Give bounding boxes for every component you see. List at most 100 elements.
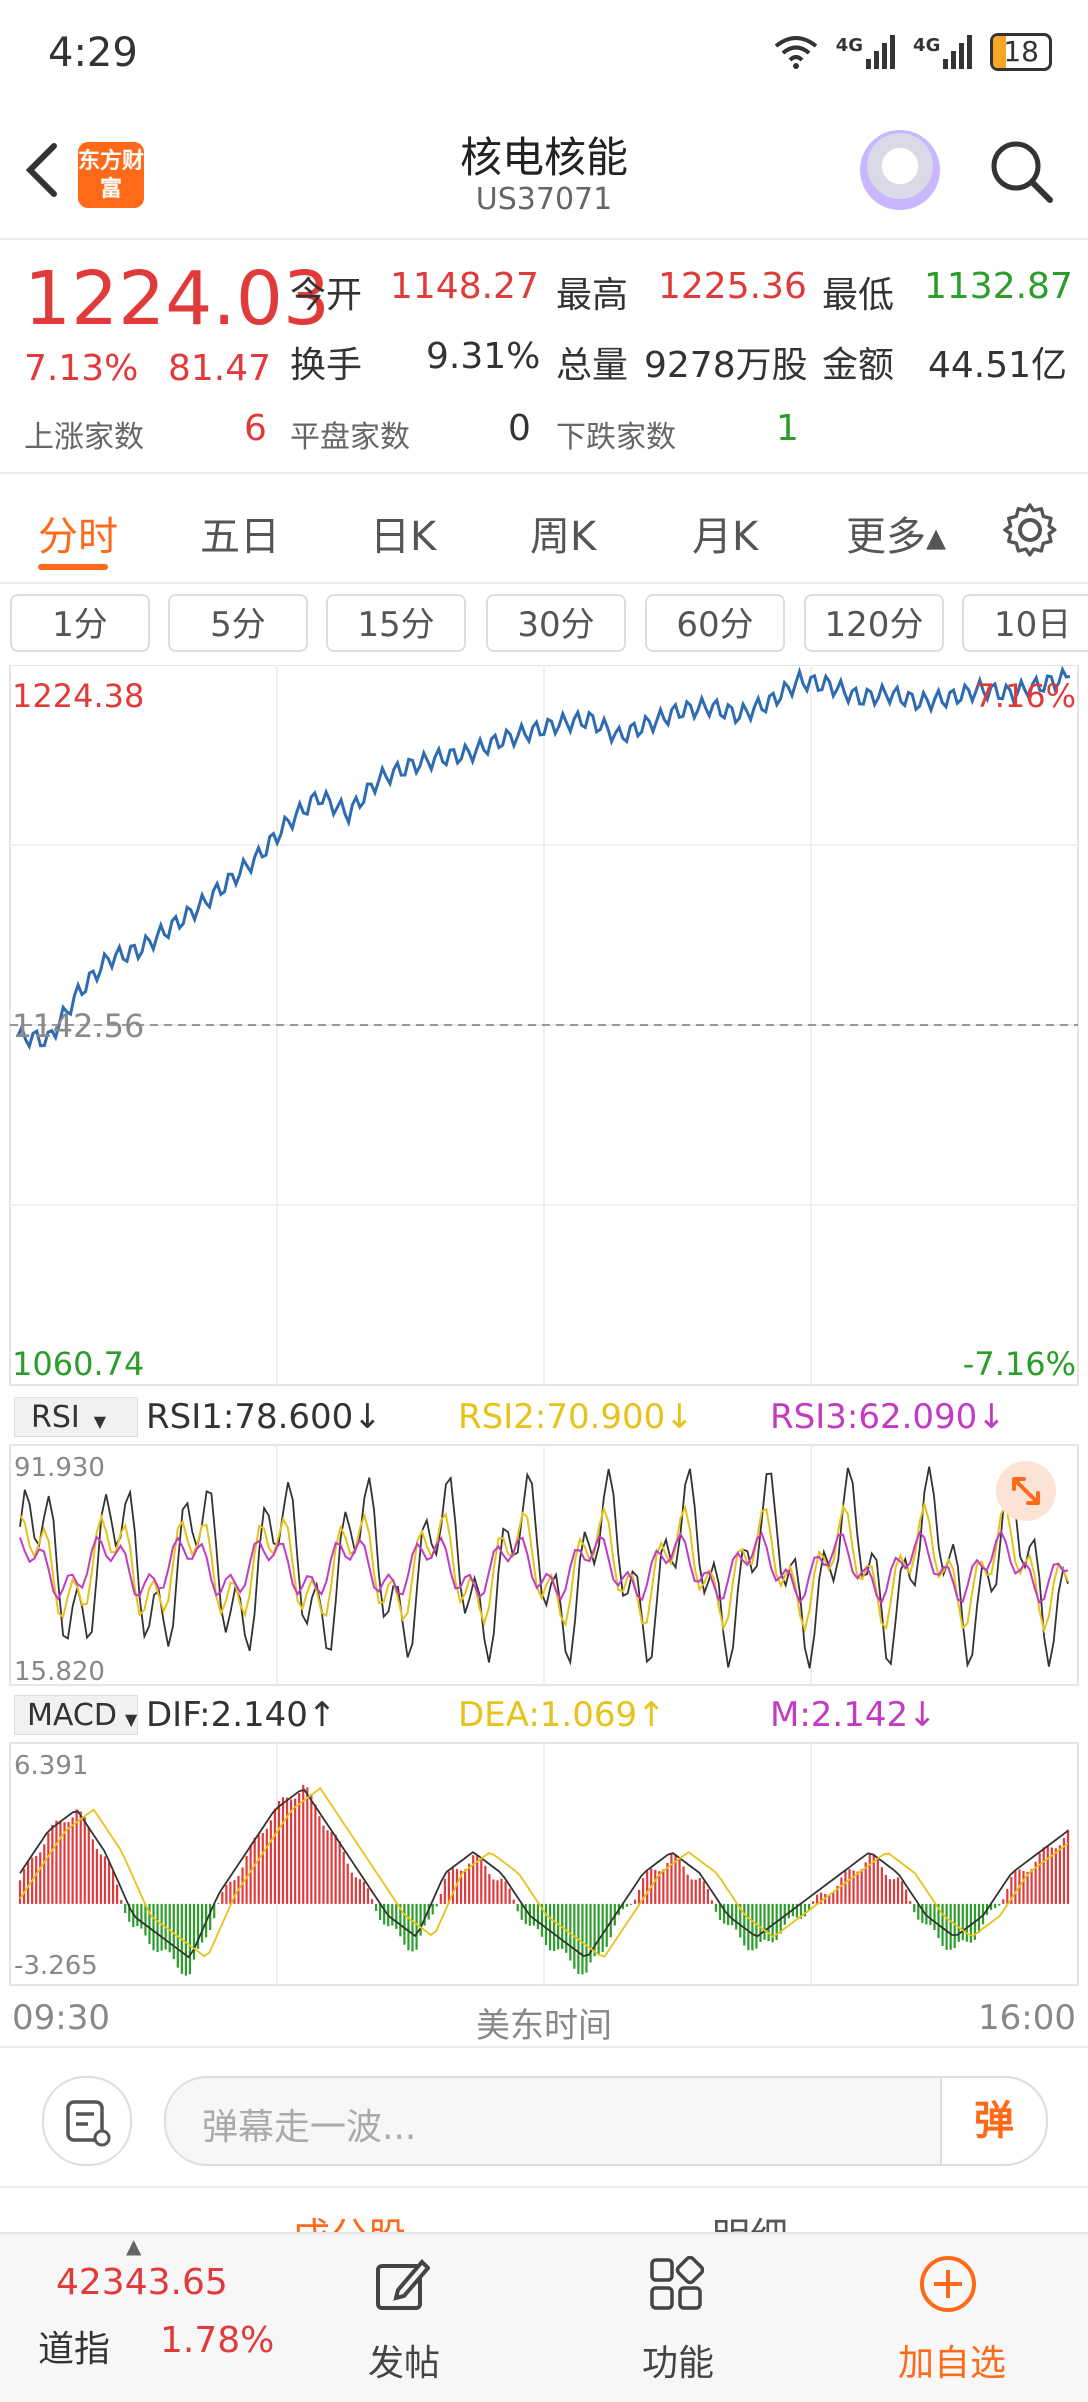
status-time: 4:29 — [48, 30, 138, 76]
down-count: 1 — [776, 408, 799, 449]
tab-intraday[interactable]: 分时 — [38, 514, 118, 560]
expand-icon[interactable] — [996, 1461, 1056, 1521]
rsi1-line — [19, 1466, 1069, 1669]
tab-active-indicator — [38, 564, 108, 570]
rsi-axis-bottom: 15.820 — [14, 1657, 105, 1687]
m-value: M:2.142↓ — [770, 1695, 937, 1735]
app-logo: 东方财富 — [78, 142, 144, 208]
x-axis-start: 09:30 — [12, 1998, 110, 2038]
battery-icon: 18 — [990, 33, 1052, 71]
rsi2-value: RSI2:70.900↓ — [458, 1397, 694, 1437]
price-axis-mid: 1142.56 — [12, 1007, 145, 1045]
rsi3-line — [19, 1529, 1069, 1605]
index-name[interactable]: 道指 — [38, 2329, 111, 2370]
interval-10day[interactable]: 10日 — [962, 594, 1088, 652]
index-pct[interactable]: 1.78% — [160, 2320, 275, 2361]
dea-value: DEA:1.069↑ — [458, 1695, 666, 1735]
status-icons: 4G 4G 18 — [774, 32, 1052, 72]
rsi-selector-label: RSI — [31, 1400, 80, 1435]
macd-axis-bottom: -3.265 — [14, 1951, 98, 1981]
dif-line — [19, 1788, 1069, 1959]
high-label: 最高 — [556, 275, 629, 316]
high-value: 1225.36 — [658, 266, 807, 307]
caret-up-icon[interactable]: ▲ — [126, 2234, 142, 2258]
turnover-label: 换手 — [290, 345, 363, 386]
interval-15min[interactable]: 15分 — [326, 594, 466, 652]
index-value[interactable]: 42343.65 — [56, 2262, 228, 2303]
tab-five-day[interactable]: 五日 — [200, 514, 280, 560]
rsi3-value: RSI3:62.090↓ — [770, 1397, 1006, 1437]
price-axis-top: 1224.38 — [12, 677, 145, 715]
intraday-chart[interactable]: 1224.38 7.16% 1142.56 1060.74 -7.16% RSI… — [0, 665, 1088, 1995]
amount-value: 44.51亿 — [928, 345, 1068, 386]
post-edit-icon[interactable] — [372, 2256, 430, 2314]
rsi2-line — [19, 1500, 1069, 1634]
wifi-icon — [774, 36, 817, 69]
rsi-axis-top: 91.930 — [14, 1453, 105, 1483]
dif-value: DIF:2.140↑ — [146, 1695, 337, 1735]
stock-code: US37071 — [475, 182, 613, 217]
interval-5min[interactable]: 5分 — [168, 594, 308, 652]
amount-label: 金额 — [822, 345, 895, 386]
back-arrow-icon[interactable] — [18, 140, 78, 200]
open-label: 今开 — [290, 275, 363, 316]
functions-label[interactable]: 功能 — [642, 2343, 715, 2384]
add-watchlist-label[interactable]: 加自选 — [898, 2343, 1007, 2384]
low-label: 最低 — [822, 275, 895, 316]
danmu-input[interactable]: 弹幕走一波... 弹 — [164, 2076, 1048, 2166]
status-bar: 4:29 4G 4G 18 — [0, 0, 1088, 110]
tab-weekly-k[interactable]: 周K — [530, 514, 597, 560]
price-line-series — [16, 665, 1071, 1051]
macd-selector[interactable]: MACD ▼ — [14, 1695, 138, 1735]
tab-details[interactable]: 明细 — [712, 2206, 788, 2234]
app-header: 东方财富 核电核能 US37071 — [0, 110, 1088, 240]
macd-axis-top: 6.391 — [14, 1751, 89, 1781]
change-value: 81.47 — [168, 348, 272, 389]
page-title: 核电核能 — [459, 133, 628, 182]
up-count: 6 — [244, 408, 267, 449]
rsi-selector[interactable]: RSI ▼ — [14, 1397, 138, 1437]
signal-icon-2: 4G — [913, 35, 973, 69]
current-price: 1224.03 — [24, 256, 331, 342]
interval-30min[interactable]: 30分 — [486, 594, 626, 652]
macd-selector-label: MACD — [27, 1698, 117, 1733]
period-tabs: 分时 五日 日K 周K 月K 更多▴ — [0, 472, 1088, 584]
danmu-bar: 弹幕走一波... 弹 — [0, 2046, 1088, 2188]
signal-icon: 4G — [836, 35, 896, 69]
dropdown-arrow-icon: ▼ — [93, 1412, 107, 1431]
rsi1-value: RSI1:78.600↓ — [146, 1397, 382, 1437]
x-axis-timezone: 美东时间 — [476, 2006, 612, 2046]
turnover-value: 9.31% — [426, 336, 541, 377]
interval-1min[interactable]: 1分 — [10, 594, 150, 652]
dea-line — [19, 1786, 1069, 1958]
search-icon[interactable] — [988, 138, 1054, 204]
tab-more[interactable]: 更多▴ — [846, 514, 947, 560]
functions-grid-icon[interactable] — [648, 2256, 704, 2312]
x-axis-end: 16:00 — [978, 1998, 1076, 2038]
post-label[interactable]: 发帖 — [368, 2343, 441, 2384]
add-watchlist-icon[interactable] — [918, 2254, 978, 2314]
up-count-label: 上涨家数 — [24, 420, 144, 455]
dropdown-arrow-icon: ▼ — [124, 1710, 138, 1729]
tab-monthly-k[interactable]: 月K — [692, 514, 759, 560]
danmu-settings-icon[interactable] — [42, 2076, 132, 2166]
danmu-toggle-button[interactable]: 弹 — [940, 2078, 1046, 2164]
change-pct: 7.13% — [24, 348, 139, 389]
tab-constituents[interactable]: 成分股 — [292, 2206, 406, 2234]
settings-gear-icon[interactable] — [1002, 502, 1058, 558]
assistant-robot-icon[interactable] — [860, 130, 940, 210]
pct-axis-bottom: -7.16% — [962, 1345, 1076, 1383]
flat-count-label: 平盘家数 — [290, 420, 410, 455]
price-axis-bottom: 1060.74 — [12, 1345, 145, 1383]
pct-axis-top: 7.16% — [974, 677, 1076, 715]
interval-120min[interactable]: 120分 — [804, 594, 944, 652]
danmu-placeholder: 弹幕走一波... — [202, 2107, 417, 2148]
open-value: 1148.27 — [390, 266, 539, 307]
interval-60min[interactable]: 60分 — [645, 594, 785, 652]
tab-daily-k[interactable]: 日K — [370, 514, 437, 560]
volume-label: 总量 — [556, 345, 629, 386]
quote-panel: 1224.03 7.13% 81.47 今开 1148.27 最高 1225.3… — [0, 240, 1088, 470]
chart-canvas — [9, 665, 1079, 1986]
bottom-toolbar: ▲ 42343.65 道指 1.78% 发帖 功能 加自选 — [0, 2232, 1088, 2402]
bottom-section-tabs: 成分股 明细 — [0, 2186, 1088, 2234]
